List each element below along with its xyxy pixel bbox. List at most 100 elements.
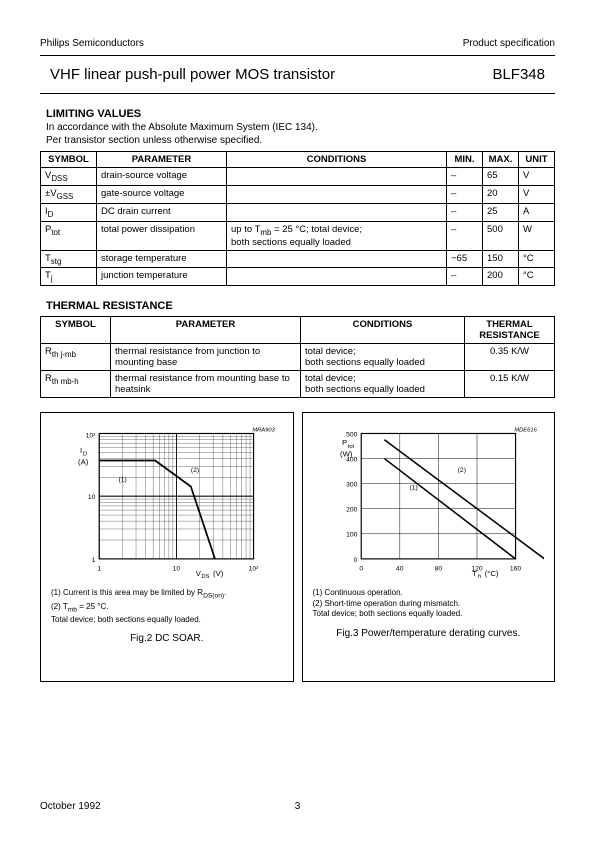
cell-min: −65 [447,250,483,268]
cell-symbol: VDSS [41,168,97,186]
c1-ytick: 10 [88,494,96,501]
chart2-l1: (1) [409,485,417,492]
chart2-caption: Fig.3 Power/temperature derating curves. [313,628,545,639]
svg-text:500: 500 [346,432,358,439]
cell-parameter: thermal resistance from mounting base to… [111,371,301,398]
cell-max: 150 [483,250,519,268]
svg-text:160: 160 [509,566,521,573]
chart2-notes: (1) Continuous operation.(2) Short-time … [313,588,545,619]
thermal-heading: THERMAL RESISTANCE [40,300,555,312]
cell-unit: V [519,185,555,203]
svg-text:80: 80 [434,566,442,573]
c1-xlabels: DS [201,575,209,581]
cell-conditions: total device;both sections equally loade… [301,344,465,371]
svg-text:(°C): (°C) [484,570,498,579]
table-row: Rth mb-hthermal resistance from mounting… [41,371,555,398]
svg-text:40: 40 [396,566,404,573]
c1-ylabel1: I [80,446,82,455]
cell-conditions [227,203,447,221]
chart1-code: MRA903 [252,428,275,434]
cell-min: – [447,203,483,221]
footer-date: October 1992 [40,801,101,812]
c1-xtick: 10 [173,566,181,573]
cell-parameter: junction temperature [97,268,227,286]
chart-derating: MDE616 (1) (2) 5004003002001000 04080120… [302,412,556,682]
cell-unit: W [519,221,555,250]
svg-text:h: h [477,575,480,581]
cell-parameter: DC drain current [97,203,227,221]
footer-page: 3 [295,801,301,812]
chart2-code: MDE616 [514,428,537,434]
chart1-soar-line [99,461,215,559]
cell-conditions [227,250,447,268]
cell-symbol: ±VGSS [41,185,97,203]
cell-max: 20 [483,185,519,203]
th-parameter: PARAMETER [97,152,227,168]
charts-row: MRA903 (1) (2) 10² 10 1 1 10 10² I D (A)… [40,412,555,682]
chart-dc-soar: MRA903 (1) (2) 10² 10 1 1 10 10² I D (A)… [40,412,294,682]
svg-text:0: 0 [353,557,357,564]
th-symbol: SYMBOL [41,317,111,344]
svg-text:P: P [341,438,346,447]
th-value: THERMALRESISTANCE [465,317,555,344]
c1-ytick: 10² [86,433,97,440]
svg-text:300: 300 [346,482,358,489]
cell-symbol: ID [41,203,97,221]
cell-value: 0.35 K/W [465,344,555,371]
limiting-sub2: Per transistor section unless otherwise … [40,135,555,148]
limiting-table: SYMBOL PARAMETER CONDITIONS MIN. MAX. UN… [40,151,555,286]
svg-text:0: 0 [359,566,363,573]
cell-conditions [227,168,447,186]
cell-value: 0.15 K/W [465,371,555,398]
page-header: Philips Semiconductors Product specifica… [40,38,555,49]
c1-xtick: 1 [97,566,101,573]
c1-ytick: 1 [92,557,96,564]
th-conditions: CONDITIONS [301,317,465,344]
table-row: IDDC drain current–25A [41,203,555,221]
cell-min: – [447,185,483,203]
cell-min: – [447,221,483,250]
cell-parameter: total power dissipation [97,221,227,250]
table-row: Tstgstorage temperature −65150°C [41,250,555,268]
th-parameter: PARAMETER [111,317,301,344]
cell-symbol: Tstg [41,250,97,268]
chart1-svg: MRA903 (1) (2) 10² 10 1 1 10 10² I D (A)… [51,421,283,581]
chart1-region2: (2) [191,467,199,474]
thermal-table: SYMBOL PARAMETER CONDITIONS THERMALRESIS… [40,316,555,398]
chart1-region1: (1) [119,477,127,484]
cell-conditions [227,185,447,203]
cell-max: 25 [483,203,519,221]
title-main: VHF linear push-pull power MOS transisto… [50,66,335,83]
svg-text:100: 100 [346,532,358,539]
title-bar: VHF linear push-pull power MOS transisto… [40,55,555,94]
cell-symbol: Ptot [41,221,97,250]
cell-unit: °C [519,250,555,268]
cell-max: 200 [483,268,519,286]
header-right: Product specification [463,38,555,49]
table-row: ±VGSSgate-source voltage –20V [41,185,555,203]
limiting-heading: LIMITING VALUES [40,108,555,120]
cell-conditions [227,268,447,286]
svg-text:(V): (V) [213,570,224,579]
cell-symbol: Rth j-mb [41,344,111,371]
cell-min: – [447,168,483,186]
svg-text:200: 200 [346,507,358,514]
cell-parameter: gate-source voltage [97,185,227,203]
cell-symbol: Tj [41,268,97,286]
th-symbol: SYMBOL [41,152,97,168]
chart2-l2: (2) [457,467,465,474]
title-part: BLF348 [492,66,555,83]
cell-parameter: storage temperature [97,250,227,268]
cell-symbol: Rth mb-h [41,371,111,398]
svg-text:T: T [472,570,477,579]
cell-unit: V [519,168,555,186]
chart2-svg: MDE616 (1) (2) 5004003002001000 04080120… [313,421,545,581]
limiting-sub1: In accordance with the Absolute Maximum … [40,122,555,135]
th-min: MIN. [447,152,483,168]
cell-min: – [447,268,483,286]
table-row: VDSSdrain-source voltage–65V [41,168,555,186]
cell-unit: °C [519,268,555,286]
chart1-notes: (1) Current is this area may be limited … [51,588,283,625]
page-footer: October 1992 3 [40,801,555,812]
cell-conditions: total device;both sections equally loade… [301,371,465,398]
